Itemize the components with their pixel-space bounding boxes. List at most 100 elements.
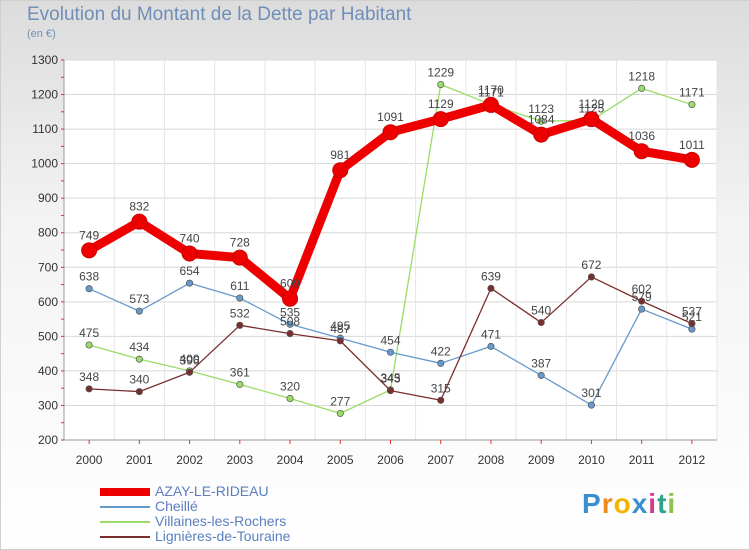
data-point (537, 371, 545, 379)
data-label: 1229 (427, 66, 454, 80)
data-point (587, 401, 595, 409)
data-label: 1171 (679, 86, 705, 100)
x-tick-label: 2012 (679, 453, 706, 467)
x-tick-label: 2000 (76, 453, 103, 467)
y-tick-label: 800 (38, 226, 58, 240)
chart-subtitle: (en €) (27, 28, 56, 40)
y-tick-label: 400 (38, 364, 58, 378)
data-point (131, 213, 148, 230)
data-point (482, 96, 499, 113)
x-tick-label: 2007 (427, 453, 454, 467)
data-label: 832 (129, 200, 149, 214)
data-point (382, 124, 399, 141)
data-label: 609 (280, 277, 300, 291)
data-label: 487 (330, 322, 350, 336)
data-label: 728 (230, 236, 250, 250)
data-label: 475 (79, 326, 99, 340)
data-label: 521 (682, 310, 702, 324)
data-point (537, 318, 545, 327)
data-point (135, 307, 143, 315)
data-label: 1218 (628, 69, 655, 83)
data-point (437, 359, 445, 367)
x-tick-label: 2010 (578, 453, 605, 467)
data-point (386, 387, 395, 395)
data-label: 1084 (528, 113, 555, 127)
data-point (688, 320, 696, 328)
data-label: 396 (180, 353, 200, 367)
data-point (587, 273, 595, 281)
line-chart: 200 300 400 500 600 700 800 900 1000 1100 1200 1300… (31, 53, 718, 467)
x-tick-label: 2006 (377, 453, 404, 467)
data-point (633, 143, 650, 160)
data-label: 540 (531, 304, 551, 318)
data-label: 1125 (579, 101, 605, 115)
data-point (85, 341, 93, 349)
legend-label: Cheillé (155, 498, 198, 514)
x-tick-label: 2011 (629, 453, 655, 467)
data-point (638, 305, 646, 313)
data-point (487, 284, 495, 292)
y-tick-label: 900 (38, 191, 58, 205)
data-point (638, 297, 646, 305)
data-label: 343 (380, 372, 400, 386)
data-label: 495 (330, 319, 350, 333)
data-label: 361 (230, 365, 250, 379)
x-tick-label: 2009 (528, 453, 555, 467)
data-label: 301 (581, 386, 601, 400)
data-label: 654 (180, 264, 200, 278)
data-point (688, 101, 696, 109)
data-label: 400 (180, 352, 200, 366)
logo-letter: r (601, 488, 614, 519)
data-point (236, 321, 244, 329)
data-point (135, 355, 143, 363)
legend-swatch (100, 488, 150, 496)
data-label: 602 (632, 282, 652, 296)
data-label: 1129 (579, 97, 605, 111)
data-point (533, 126, 550, 143)
chart-title: Evolution du Montant de la Dette par Hab… (27, 4, 412, 25)
logo-letter: x (631, 488, 649, 519)
y-tick-label: 700 (38, 260, 58, 274)
data-label: 638 (79, 270, 99, 284)
data-point (186, 279, 194, 287)
x-tick-label: 2008 (478, 453, 505, 467)
data-point (286, 320, 294, 328)
legend-swatch (100, 536, 150, 538)
data-label: 1171 (478, 86, 504, 100)
data-label: 672 (581, 258, 601, 272)
legend-label: Lignières-de-Touraine (155, 528, 291, 544)
data-point (81, 242, 98, 259)
data-point (236, 380, 244, 388)
legend-swatch (100, 521, 150, 523)
data-label: 434 (129, 340, 149, 354)
data-label: 315 (431, 381, 451, 395)
plot-area (64, 60, 717, 440)
proxiti-logo: Proxiti (582, 488, 676, 520)
data-label: 1170 (478, 83, 504, 97)
data-label: 611 (230, 279, 249, 293)
data-label: 508 (280, 315, 300, 329)
y-tick-label: 200 (38, 433, 58, 447)
data-label: 740 (180, 231, 200, 245)
data-label: 532 (230, 306, 250, 320)
y-tick-label: 500 (38, 329, 58, 343)
y-tick-label: 1200 (31, 88, 58, 102)
x-tick-label: 2002 (176, 453, 203, 467)
x-tick-label: 2003 (226, 453, 253, 467)
data-label: 454 (380, 333, 400, 347)
data-point (432, 111, 449, 128)
data-label: 348 (79, 370, 99, 384)
data-point (683, 151, 700, 168)
data-label: 537 (682, 305, 702, 319)
logo-letter: i (667, 488, 677, 519)
data-point (85, 285, 93, 293)
data-point (386, 348, 395, 356)
y-tick-label: 1300 (31, 53, 58, 67)
data-point (85, 385, 93, 393)
data-point (236, 294, 244, 302)
y-tick-label: 300 (38, 398, 58, 412)
logo-letter: o (613, 488, 632, 519)
x-tick-label: 2004 (277, 453, 304, 467)
y-tick-label: 1100 (32, 122, 58, 136)
data-label: 639 (481, 269, 501, 283)
